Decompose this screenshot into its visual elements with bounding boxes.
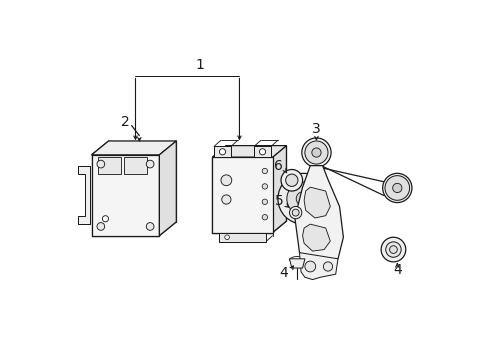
Text: 5: 5 xyxy=(275,194,283,208)
Polygon shape xyxy=(98,157,121,174)
Text: 1: 1 xyxy=(195,58,204,72)
Circle shape xyxy=(382,173,411,203)
Circle shape xyxy=(289,206,301,219)
Circle shape xyxy=(301,138,330,167)
Polygon shape xyxy=(299,253,337,280)
Circle shape xyxy=(296,192,310,206)
Circle shape xyxy=(392,183,401,193)
Polygon shape xyxy=(304,187,329,218)
Circle shape xyxy=(286,182,319,215)
Circle shape xyxy=(219,149,225,155)
Circle shape xyxy=(221,195,230,204)
Circle shape xyxy=(262,168,267,174)
Circle shape xyxy=(311,148,321,157)
Circle shape xyxy=(323,262,332,271)
Polygon shape xyxy=(91,155,159,236)
Polygon shape xyxy=(214,147,230,157)
Polygon shape xyxy=(254,147,270,157)
Polygon shape xyxy=(123,157,147,174)
Text: 2: 2 xyxy=(121,115,130,129)
Text: 6: 6 xyxy=(274,159,283,174)
Circle shape xyxy=(224,235,229,239)
Circle shape xyxy=(97,222,104,230)
Circle shape xyxy=(262,184,267,189)
Circle shape xyxy=(305,141,327,164)
Polygon shape xyxy=(272,145,286,233)
Circle shape xyxy=(305,261,315,272)
Text: 4: 4 xyxy=(279,266,288,280)
Polygon shape xyxy=(302,224,329,251)
Circle shape xyxy=(146,160,154,168)
Polygon shape xyxy=(212,145,286,157)
Circle shape xyxy=(262,215,267,220)
Text: 4: 4 xyxy=(392,264,401,277)
Circle shape xyxy=(221,175,231,186)
Circle shape xyxy=(97,160,104,168)
Circle shape xyxy=(385,242,400,257)
Circle shape xyxy=(281,170,302,191)
Circle shape xyxy=(146,222,154,230)
Polygon shape xyxy=(289,259,305,268)
Circle shape xyxy=(384,176,409,200)
Text: 3: 3 xyxy=(311,122,320,136)
Polygon shape xyxy=(219,233,265,242)
Circle shape xyxy=(380,237,405,262)
Polygon shape xyxy=(159,141,176,236)
Polygon shape xyxy=(91,141,176,155)
Polygon shape xyxy=(78,166,90,224)
Circle shape xyxy=(259,149,265,155)
Circle shape xyxy=(285,174,297,186)
Polygon shape xyxy=(212,157,272,233)
Circle shape xyxy=(292,209,299,216)
Circle shape xyxy=(389,246,396,253)
Polygon shape xyxy=(294,166,343,266)
Circle shape xyxy=(262,199,267,204)
Circle shape xyxy=(102,216,108,222)
Circle shape xyxy=(277,173,328,224)
